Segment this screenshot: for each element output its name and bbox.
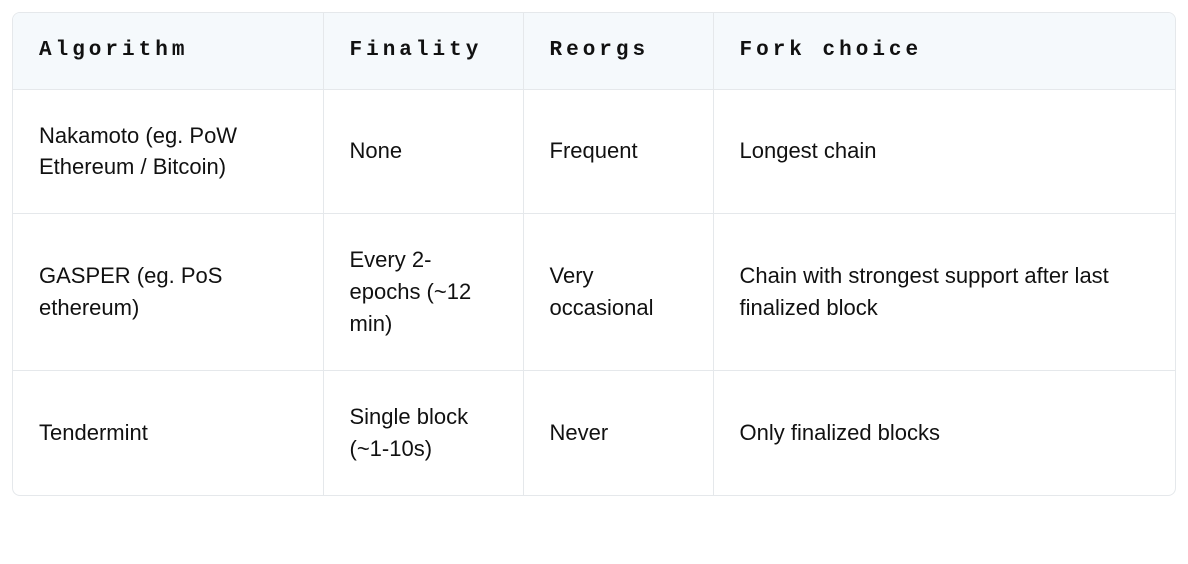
cell-fork-choice: Longest chain bbox=[713, 89, 1176, 214]
cell-fork-choice: Chain with strongest support after last … bbox=[713, 214, 1176, 371]
cell-algorithm: Tendermint bbox=[13, 370, 323, 494]
cell-finality: None bbox=[323, 89, 523, 214]
cell-reorgs: Frequent bbox=[523, 89, 713, 214]
col-header-algorithm: Algorithm bbox=[13, 13, 323, 89]
table-row: GASPER (eg. PoS ethereum) Every 2-epochs… bbox=[13, 214, 1176, 371]
cell-algorithm: GASPER (eg. PoS ethereum) bbox=[13, 214, 323, 371]
table-header-row: Algorithm Finality Reorgs Fork choice bbox=[13, 13, 1176, 89]
cell-reorgs: Never bbox=[523, 370, 713, 494]
cell-algorithm: Nakamoto (eg. PoW Ethereum / Bitcoin) bbox=[13, 89, 323, 214]
col-header-reorgs: Reorgs bbox=[523, 13, 713, 89]
table-row: Nakamoto (eg. PoW Ethereum / Bitcoin) No… bbox=[13, 89, 1176, 214]
table-row: Tendermint Single block (~1-10s) Never O… bbox=[13, 370, 1176, 494]
cell-reorgs: Very occasional bbox=[523, 214, 713, 371]
cell-finality: Single block (~1-10s) bbox=[323, 370, 523, 494]
col-header-fork-choice: Fork choice bbox=[713, 13, 1176, 89]
cell-finality: Every 2-epochs (~12 min) bbox=[323, 214, 523, 371]
consensus-comparison-table: Algorithm Finality Reorgs Fork choice Na… bbox=[12, 12, 1176, 496]
cell-fork-choice: Only finalized blocks bbox=[713, 370, 1176, 494]
col-header-finality: Finality bbox=[323, 13, 523, 89]
table: Algorithm Finality Reorgs Fork choice Na… bbox=[13, 13, 1176, 495]
